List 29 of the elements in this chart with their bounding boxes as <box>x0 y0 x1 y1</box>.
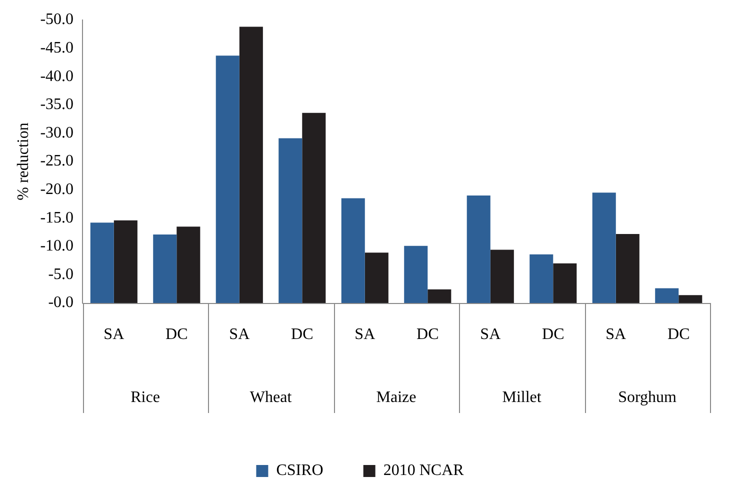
x-tick-label: DC <box>291 326 314 343</box>
x-tick-label: DC <box>166 326 188 343</box>
x-tick-label: SA <box>229 326 250 343</box>
text: Sorghum <box>618 389 677 406</box>
x-tick-label: SA <box>606 326 627 343</box>
text: Rice <box>130 389 160 406</box>
x-tick-label: SA <box>354 326 376 343</box>
x-tick-label: DC <box>668 326 690 343</box>
y-tick-label: -25.0 <box>40 152 74 170</box>
y-axis-title: % reduction <box>14 122 32 200</box>
y-tick-label: -10.0 <box>40 238 74 255</box>
y-tick-label: -40.0 <box>40 68 74 85</box>
text: Maize <box>376 389 416 406</box>
x-tick-label: DC <box>542 326 564 343</box>
y-tick-label: -35.0 <box>40 96 74 114</box>
y-tick-label: -20.0 <box>40 181 74 198</box>
y-tick-label: -15.0 <box>40 209 74 226</box>
x-tick-label: SA <box>480 326 502 343</box>
y-tick-label: -5.0 <box>48 266 74 283</box>
text: Wheat <box>250 389 292 406</box>
y-tick-label: -30.0 <box>40 124 74 142</box>
y-tick-label: -0.0 <box>48 294 74 312</box>
text: Millet <box>502 389 542 406</box>
legend-label: 2010 NCAR <box>383 462 464 480</box>
y-tick-label: -50.0 <box>40 11 74 28</box>
legend-label: CSIRO <box>276 462 324 480</box>
x-tick-label: SA <box>104 326 125 343</box>
y-tick-label: -45.0 <box>40 40 74 57</box>
x-tick-label: DC <box>416 326 439 343</box>
